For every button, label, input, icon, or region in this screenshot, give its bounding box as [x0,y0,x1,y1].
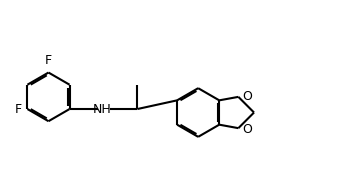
Text: F: F [45,54,52,67]
Text: NH: NH [93,103,112,116]
Text: F: F [15,103,22,116]
Text: O: O [242,122,252,136]
Text: O: O [242,89,252,103]
